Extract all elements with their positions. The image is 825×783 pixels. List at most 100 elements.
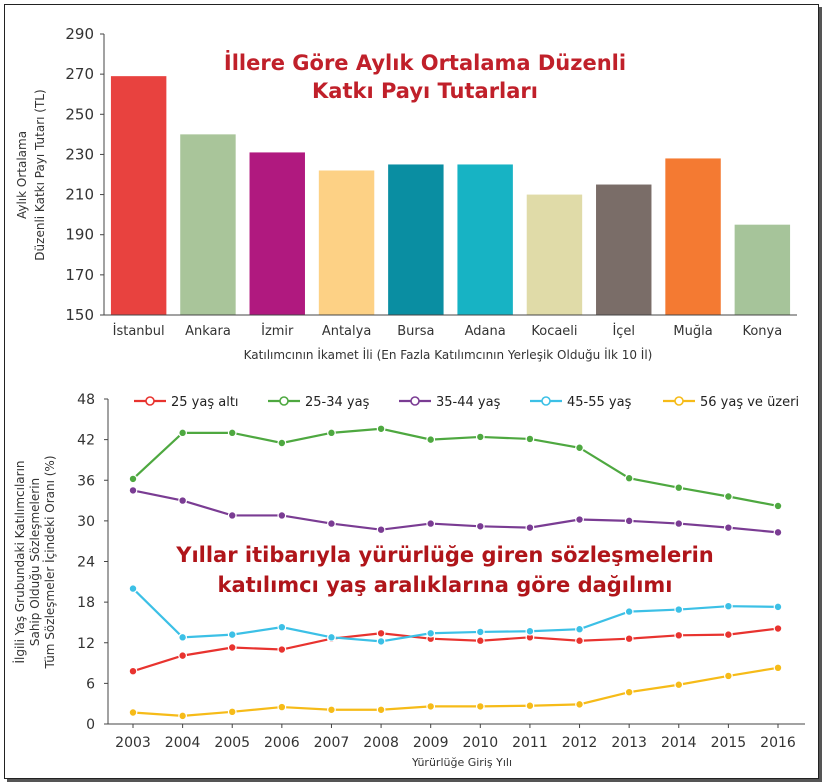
bar-y-tick-label: 170 (65, 266, 94, 284)
series-point (227, 630, 237, 640)
line-y-tick-label: 30 (77, 514, 95, 530)
line-x-tick-label: 2012 (562, 735, 598, 751)
legend-marker (410, 396, 420, 406)
legend-label: 25 yaş altı (171, 395, 239, 410)
legend-label: 35-44 yaş (436, 395, 501, 410)
series-point (773, 624, 783, 633)
series-point (376, 636, 386, 646)
line-chart-title-line-1: Yıllar itibarıyla yürürlüğe giren sözleş… (175, 543, 714, 567)
series-point (525, 701, 535, 711)
series-point (128, 666, 138, 676)
series-point (773, 663, 783, 673)
line-x-tick-label: 2009 (413, 735, 449, 751)
series-point (128, 486, 138, 495)
bar-x-tick-label: Muğla (673, 324, 712, 339)
line-y-tick-label: 18 (77, 595, 95, 611)
series-point (327, 519, 336, 528)
line-y-axis-label-line-3: Tüm Sözleşmeler İçindeki Oranı (%) (42, 456, 57, 670)
line-x-tick-label: 2014 (661, 735, 697, 751)
series-point (376, 525, 386, 535)
series-line (132, 627, 779, 673)
series-point (327, 632, 336, 642)
bar-x-axis: İstanbul Ankara İzmir Antalya Bursa Adana Koca… (104, 314, 797, 339)
series-point (475, 636, 485, 646)
bar-x-tick-label: İçel (612, 323, 635, 339)
legend-marker (145, 396, 155, 406)
series-point (426, 519, 436, 528)
bar (665, 158, 721, 315)
line-axes: 0 6 12 18 24 30 36 42 48 2003 2004 2005 2006 2007 2008… (77, 392, 805, 751)
line-x-tick-label: 2006 (264, 735, 300, 751)
series-point (575, 624, 584, 634)
bar-x-tick-label: Konya (742, 324, 782, 339)
bar-x-tick-label: İstanbul (113, 323, 165, 339)
series-point (227, 428, 237, 438)
series-point (624, 473, 634, 483)
series-point (327, 705, 336, 715)
line-y-axis-label-line-2: Sahip Olduğu Sözleşmelerin (28, 478, 42, 646)
line-chart: 0 6 12 18 24 30 36 42 48 2003 2004 2005 2006 2007 2008… (12, 392, 805, 769)
bar-y-tick-label: 150 (65, 306, 94, 324)
series-point (723, 630, 733, 640)
legend-label: 45-55 yaş (567, 395, 632, 410)
series-point (277, 622, 287, 632)
line-x-tick-label: 2008 (363, 735, 399, 751)
series-point (674, 605, 684, 614)
bar-x-tick-label: Bursa (397, 324, 434, 339)
bar-x-tick-label: Kocaeli (531, 324, 577, 339)
bar-y-tick-label: 290 (65, 25, 94, 43)
line-y-tick-label: 6 (86, 676, 95, 692)
line-y-tick-label: 42 (77, 433, 95, 449)
series-point (773, 602, 783, 612)
bar-x-tick-label: Adana (465, 324, 506, 339)
series-point (624, 516, 634, 526)
line-y-tick-label: 0 (86, 717, 95, 733)
bar-y-axis-label-line-2: Düzenli Katkı Payı Tutarı (TL) (33, 89, 47, 260)
series-point (575, 636, 584, 646)
legend-marker (541, 396, 551, 406)
line-x-tick-label: 2015 (711, 735, 747, 751)
series-point (327, 428, 336, 438)
bar-x-tick-label: Antalya (322, 324, 371, 339)
series-point (128, 474, 138, 484)
line-series-group (128, 424, 783, 721)
bar (734, 224, 791, 315)
bar-y-tick-label: 210 (65, 186, 94, 204)
series-point (674, 519, 684, 528)
bar-y-axis: 150 170 190 210 230 250 270 290 (65, 25, 105, 324)
line-x-tick-label: 2003 (115, 735, 151, 751)
series-point (227, 643, 237, 652)
bar-y-axis-label-line-1: Aylık Ortalama (15, 131, 29, 219)
bar-x-tick-label: İzmir (261, 323, 294, 339)
series-point (624, 607, 634, 617)
line-x-tick-label: 2005 (214, 735, 250, 751)
line-y-tick-label: 12 (77, 636, 95, 652)
line-chart-title-line-2: katılımcı yaş aralıklarına göre dağılımı (218, 573, 673, 597)
line-x-tick-label: 2011 (512, 735, 548, 751)
line-y-axis-label-line-1: İlgili Yaş Grubundaki Katılımcıların (12, 460, 27, 663)
series-point (674, 680, 684, 690)
bar (388, 164, 444, 315)
legend-label: 56 yaş ve üzeri (700, 395, 799, 410)
series-point (376, 424, 386, 434)
line-x-tick-label: 2004 (165, 735, 201, 751)
bar-series (110, 76, 791, 316)
series-point (277, 645, 287, 654)
series-point (575, 443, 584, 453)
series-point (178, 632, 188, 642)
series-line (132, 587, 779, 643)
series-point (475, 432, 485, 442)
series-point (178, 496, 188, 505)
bar-chart-title-line-2: Katkı Payı Tutarları (312, 79, 538, 103)
series-line (132, 489, 779, 534)
line-legend: 25 yaş altı 25-34 yaş 35-44 yaş 45-55 yaş 56… (134, 395, 799, 410)
series-point (575, 515, 584, 524)
bar-y-tick-label: 230 (65, 145, 94, 163)
series-point (277, 702, 287, 712)
series-point (773, 527, 783, 537)
series-point (227, 511, 237, 520)
bar-x-tick-label: Ankara (185, 324, 231, 339)
line-y-tick-label: 36 (77, 473, 95, 489)
